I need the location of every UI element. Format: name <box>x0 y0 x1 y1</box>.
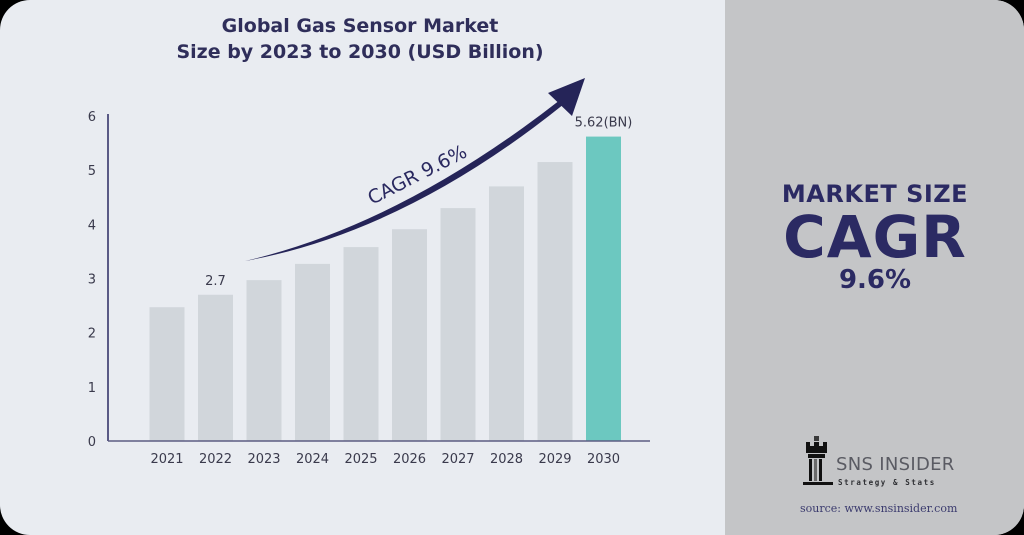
bar-2026 <box>392 229 427 441</box>
y-tick-label: 6 <box>88 110 96 125</box>
x-tick-label: 2029 <box>538 452 571 467</box>
bar-2028 <box>489 186 524 441</box>
chart-title-line-2: Size by 2023 to 2030 (USD Billion) <box>176 41 544 63</box>
x-tick-label: 2026 <box>393 452 426 467</box>
x-tick-label: 2021 <box>150 452 183 467</box>
x-tick-label: 2027 <box>441 452 474 467</box>
y-tick-label: 2 <box>88 327 96 342</box>
bar-2027 <box>440 208 476 441</box>
market-size-label: MARKET SIZE <box>781 180 969 208</box>
y-tick-label: 1 <box>88 381 96 396</box>
bar-2025 <box>343 247 379 441</box>
bar-2029 <box>537 162 573 441</box>
bars <box>149 136 621 442</box>
y-tick-label: 4 <box>88 218 96 233</box>
cagr-heading: CAGR <box>783 203 967 271</box>
bar-2024 <box>295 263 330 441</box>
sns-insider-logo: SNS INSIDER Strategy & Stats <box>800 436 980 491</box>
bar-2022 <box>198 294 233 441</box>
x-tick-label: 2025 <box>344 452 377 467</box>
chart-title: Global Gas Sensor Market Size by 2023 to… <box>120 13 600 65</box>
data-label-2030: 5.62(BN) <box>575 116 633 131</box>
market-size-summary: MARKET SIZE CAGR 9.6% <box>740 180 1010 294</box>
x-tick-label: 2022 <box>199 452 232 467</box>
brand-tagline: Strategy & Stats <box>838 478 936 487</box>
brand-name: SNS INSIDER <box>836 454 955 475</box>
chart-title-line-1: Global Gas Sensor Market <box>221 15 499 37</box>
chess-rook-icon <box>803 436 833 485</box>
cagr-value: 9.6% <box>838 265 912 295</box>
y-tick-label: 5 <box>88 164 96 179</box>
source-credit: source: www.snsinsider.com <box>800 502 958 515</box>
bar-chart: 0 1 2 3 4 5 6 2021 2022 2023 2024 2025 2026 2027 2028… <box>88 78 650 467</box>
x-tick-label: 2023 <box>247 452 280 467</box>
y-axis-ticks: 0 1 2 3 4 5 6 <box>88 110 96 450</box>
x-tick-label: 2024 <box>296 452 329 467</box>
data-label-2022: 2.7 <box>205 274 226 289</box>
cagr-arrow-head <box>548 78 585 116</box>
bar-2030 <box>586 136 621 442</box>
x-tick-label: 2028 <box>490 452 523 467</box>
y-tick-label: 0 <box>88 435 96 450</box>
side-panel <box>725 0 1024 535</box>
data-labels: 2.7 5.62(BN) <box>205 116 632 289</box>
x-axis-ticks: 2021 2022 2023 2024 2025 2026 2027 2028 2029 2030 <box>150 452 620 467</box>
bar-2023 <box>246 280 282 441</box>
bar-2021 <box>149 307 185 441</box>
y-tick-label: 3 <box>88 273 96 288</box>
x-tick-label: 2030 <box>587 452 620 467</box>
